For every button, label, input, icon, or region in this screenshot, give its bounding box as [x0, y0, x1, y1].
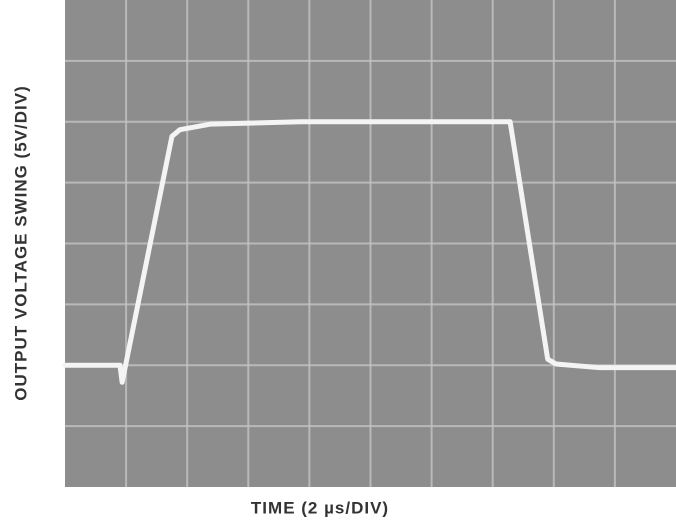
- x-axis-label: TIME (2 µs/DIV): [251, 498, 389, 517]
- y-axis-label: OUTPUT VOLTAGE SWING (5V/DIV): [11, 85, 30, 401]
- trace: [62, 119, 676, 385]
